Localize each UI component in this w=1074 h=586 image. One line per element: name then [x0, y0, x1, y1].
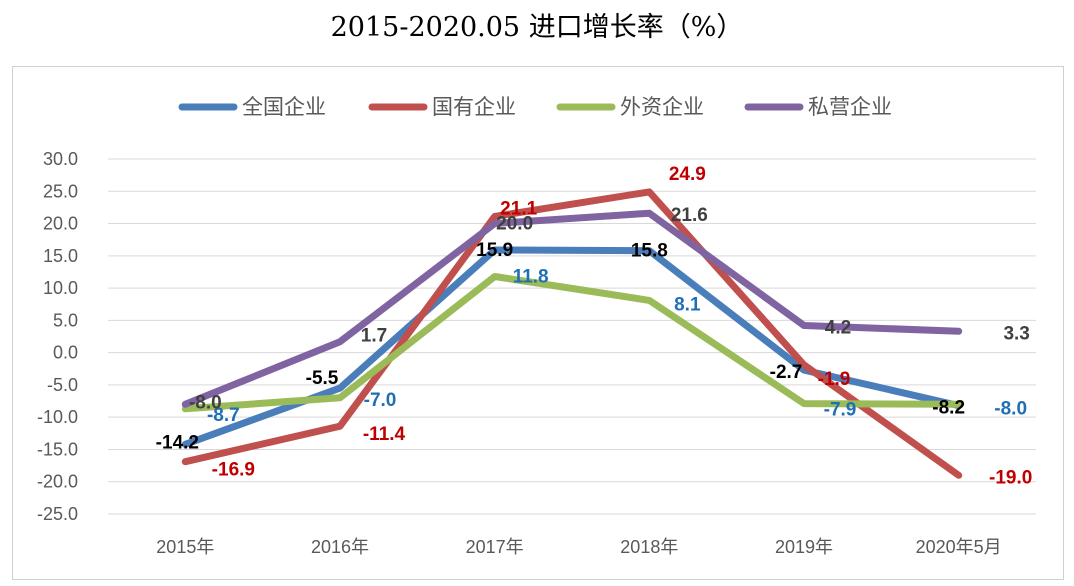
series-line-3: [181, 273, 963, 413]
data-label: -14.2: [156, 432, 199, 453]
x-tick-label: 2016年: [311, 537, 369, 557]
y-tick-label: 20.0: [43, 214, 78, 234]
data-label: -7.9: [824, 400, 857, 421]
chart-title: 2015-2020.05 进口增长率（%）: [330, 12, 744, 43]
data-label: -16.9: [212, 460, 255, 481]
data-label: -5.5: [306, 368, 339, 389]
data-label: 15.9: [476, 240, 513, 261]
chart-frame: [12, 66, 1064, 580]
series-lines: [181, 188, 963, 479]
series-line-4: [181, 209, 963, 408]
y-axis-ticks: 30.0 25.0 20.0 15.0 10.0 5.0 0.0 -5.0 -10.0 -15.0…: [37, 149, 78, 524]
y-tick-label: -20.0: [37, 472, 78, 492]
series-line-2: [181, 188, 963, 479]
data-label: 11.8: [513, 266, 549, 287]
x-tick-label: 2017年: [466, 537, 524, 557]
gridlines: [108, 158, 1036, 515]
data-label: 20.0: [496, 214, 533, 235]
y-tick-label: -10.0: [37, 407, 78, 427]
x-tick-label: 2019年: [775, 537, 833, 557]
x-tick-label: 2015年: [156, 537, 214, 557]
data-label: 21.6: [671, 205, 708, 226]
data-label: 21.1: [500, 198, 537, 219]
data-label: 4.2: [825, 318, 851, 339]
data-labels: -14.2-5.515.9 15.8-2.7-8.2-16.9-11.421.12…: [156, 164, 1033, 488]
legend-label: 全国企业: [242, 95, 326, 119]
data-label: 3.3: [1003, 323, 1029, 344]
y-tick-label: -5.0: [47, 375, 78, 395]
x-axis-ticks: 2015年 2016年 2017年 2018年 2019年 2020年5月: [156, 537, 1001, 557]
data-label: -2.7: [770, 362, 803, 383]
data-label: -1.9: [818, 369, 851, 390]
data-label: 1.7: [361, 326, 387, 347]
data-label: 8.1: [674, 294, 701, 315]
data-label: 15.8: [631, 241, 668, 262]
data-label: -11.4: [363, 424, 406, 445]
legend-label: 外资企业: [620, 95, 704, 119]
data-label: -19.0: [989, 467, 1032, 488]
data-label: -8.0: [189, 392, 222, 413]
y-tick-label: 30.0: [43, 149, 78, 169]
data-label: -8.2: [932, 398, 965, 419]
x-tick-label: 2020年5月: [916, 537, 1002, 557]
y-tick-label: 0.0: [53, 343, 78, 363]
legend-label: 私营企业: [808, 95, 892, 119]
data-label: -7.0: [364, 390, 397, 411]
y-tick-label: 10.0: [43, 278, 78, 298]
y-tick-label: 15.0: [43, 246, 78, 266]
x-tick-label: 2018年: [620, 537, 678, 557]
legend: 全国企业 国有企业 外资企业 私营企业: [178, 95, 892, 119]
data-label: -8.0: [994, 398, 1027, 419]
y-tick-label: -25.0: [37, 504, 78, 524]
y-tick-label: 25.0: [43, 181, 78, 201]
y-tick-label: 5.0: [53, 310, 78, 330]
data-label: -8.7: [207, 405, 240, 426]
data-label: 24.9: [669, 164, 706, 185]
y-tick-label: -15.0: [37, 439, 78, 459]
legend-label: 国有企业: [432, 95, 516, 119]
